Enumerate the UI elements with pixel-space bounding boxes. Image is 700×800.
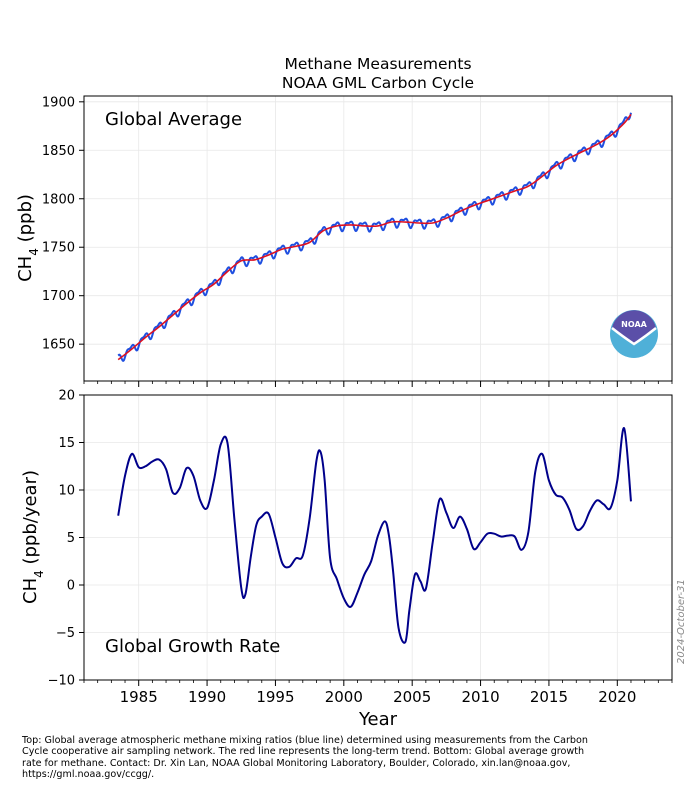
bottom-ylabel-tail: (ppb/year)	[20, 470, 41, 570]
bottom-y-ticks: −10 −5 0 5 10 15 20	[48, 389, 84, 689]
x-tick-label: 1985	[120, 688, 158, 706]
y-tick-label: 5	[67, 531, 75, 546]
top-y-ticks: 1650 1700 1750 1800 1850 1900	[42, 95, 84, 353]
y-tick-label: 1800	[42, 192, 75, 207]
noaa-logo-text: NOAA	[621, 320, 647, 329]
growth-rate-panel: −10 −5 0 5 10 15 20 1985 1990 1995 2000 2005 2010 20…	[20, 389, 673, 730]
y-tick-label: 1700	[42, 289, 75, 304]
bottom-series-group	[117, 427, 632, 644]
date-stamp: 2024-October-31	[676, 579, 687, 664]
top-ylabel-main: CH	[15, 256, 36, 282]
bottom-x-ticks: 1985 1990 1995 2000 2005 2010 2015 2020	[83, 680, 673, 706]
figure-caption: Top: Global average atmospheric methane …	[22, 735, 588, 781]
series-line-growth	[117, 427, 632, 644]
y-tick-label: −5	[56, 626, 75, 641]
y-tick-label: 1850	[42, 144, 75, 159]
series-line-trend	[117, 113, 632, 361]
noaa-logo-wave	[611, 327, 657, 346]
top-x-ticks	[83, 381, 673, 387]
series-line-monthly	[117, 112, 632, 362]
top-series-group	[117, 112, 632, 362]
chart-title: Methane Measurements	[284, 55, 472, 73]
y-tick-label: 10	[58, 484, 75, 499]
bottom-panel-annotation: Global Growth Rate	[105, 636, 280, 657]
x-tick-label: 2000	[325, 688, 363, 706]
y-tick-label: −10	[48, 674, 75, 689]
top-plot-background	[84, 96, 672, 381]
y-tick-label: 20	[58, 389, 75, 404]
y-tick-label: 1650	[42, 338, 75, 353]
chart-subtitle: NOAA GML Carbon Cycle	[281, 74, 475, 92]
y-tick-label: 0	[67, 579, 75, 594]
x-axis-label: Year	[358, 709, 398, 730]
bottom-ylabel-subscript: 4	[32, 570, 46, 578]
x-tick-label: 2015	[530, 688, 568, 706]
x-tick-label: 1995	[256, 688, 294, 706]
x-tick-label: 2020	[598, 688, 636, 706]
noaa-logo: NOAA	[610, 310, 658, 358]
bottom-ylabel-main: CH	[20, 578, 41, 604]
y-tick-label: 1900	[42, 95, 75, 110]
x-tick-label: 1990	[188, 688, 226, 706]
x-tick-label: 2005	[393, 688, 431, 706]
top-y-axis-label: CH4 (ppb)	[15, 194, 41, 282]
y-tick-label: 15	[58, 436, 75, 451]
top-panel-annotation: Global Average	[105, 109, 242, 130]
y-tick-label: 1750	[42, 241, 75, 256]
top-ylabel-subscript: 4	[27, 248, 41, 256]
bottom-y-axis-label: CH4 (ppb/year)	[20, 470, 46, 604]
top-ylabel-tail: (ppb)	[15, 194, 36, 248]
x-tick-label: 2010	[461, 688, 499, 706]
top-plot-frame	[83, 95, 673, 382]
